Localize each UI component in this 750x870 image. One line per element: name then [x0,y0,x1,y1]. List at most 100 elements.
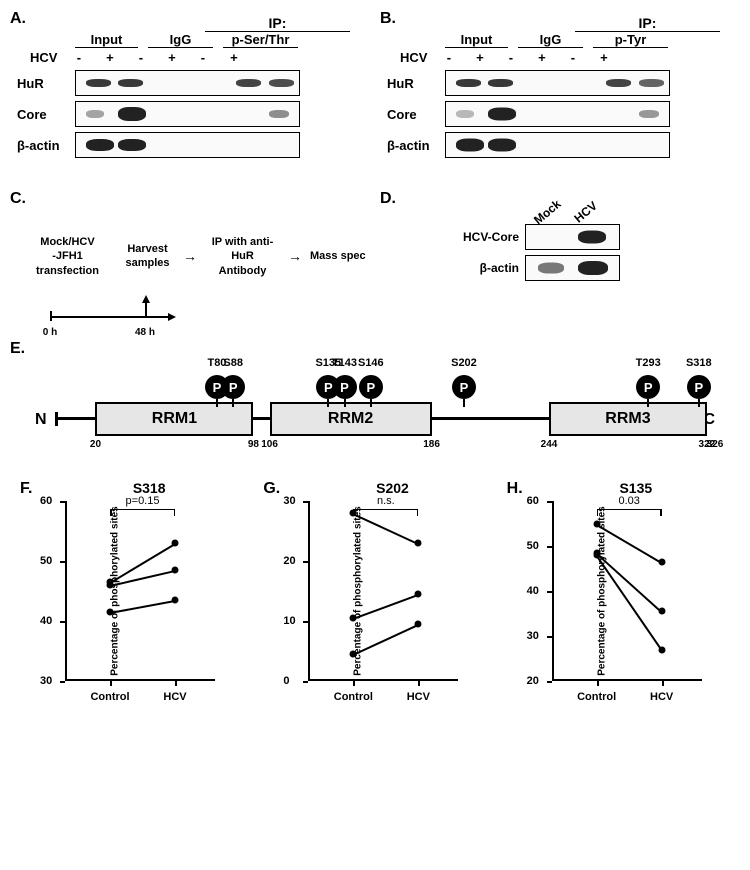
blot-rect [525,255,620,281]
pm-sign: + [592,50,615,65]
panel-e: E. N C RRM1RRM2RRM3PT80PS88PS135PT143PS1… [10,340,740,470]
data-point [415,621,422,628]
band [269,79,294,87]
blot-row: HCV-Core [460,224,740,250]
panel-b: B. IP: Input IgG p-Tyr HCV -+-+-+ HuRCor… [380,10,740,180]
band [269,110,289,118]
pm-sign: - [561,50,584,65]
y-tick-label: 40 [527,585,539,597]
plot-title: S318 [55,480,243,496]
significance-bar [597,509,662,515]
pm-signs-b: -+-+-+ [437,50,615,65]
band [488,108,516,121]
blot-rect [445,132,670,158]
panel-d-label: D. [380,190,396,208]
pm-sign: + [530,50,553,65]
band [118,79,143,87]
panel-d: D. Mock HCV HCV-Core β-actin [380,190,740,330]
pm-sign: - [67,50,90,65]
pm-sign: - [499,50,522,65]
band [456,79,481,87]
hcv-row-b: HCV -+-+-+ [445,50,740,65]
y-tick-label: 50 [40,555,52,567]
panel-h: H.S1352030405060ControlHCVPercentage of … [507,480,730,740]
y-tick-label: 20 [283,555,295,567]
y-tick-label: 30 [40,675,52,687]
domain-box: RRM1 [95,402,253,436]
column-headers: Input IgG p-Ser/Thr [75,32,370,48]
col-igg: IgG [148,32,213,48]
y-tick-label: 40 [40,615,52,627]
data-point [172,597,179,604]
blot-row-label: β-actin [387,138,445,153]
y-tick-label: 30 [527,630,539,642]
band [456,139,484,152]
data-point [658,646,665,653]
data-point [350,615,357,622]
phospho-icon: P [359,375,383,399]
d-headers: Mock HCV [532,205,740,219]
panel-a-label: A. [10,10,26,28]
blot-row: HuR [65,70,370,96]
blot-rect [75,101,300,127]
chart-area: 30405060ControlHCVPercentage of phosphor… [65,501,215,681]
blot-row-label: Core [17,107,75,122]
blot-row-label: β-actin [460,261,525,275]
pm-sign: - [129,50,152,65]
x-tick-label: HCV [407,691,430,703]
pm-sign: - [191,50,214,65]
phospho-label: T293 [636,357,661,369]
data-point [415,540,422,547]
phospho-icon: P [636,375,660,399]
phospho-icon: P [452,375,476,399]
position-label: 98 [248,439,259,450]
flow-step-2: IP with anti- HuR Antibody [205,235,280,278]
phospho-icon: P [333,375,357,399]
phospho-label: T143 [332,357,357,369]
arrow-icon: → [288,248,302,264]
tick-48h: 48 h [135,327,155,338]
data-point [172,540,179,547]
data-point [107,609,114,616]
band [118,139,146,151]
domain-box: RRM2 [270,402,432,436]
blot-rows-b: HuRCoreβ-actin [435,70,740,158]
blot-rect [75,132,300,158]
band [118,107,146,121]
significance-bar [353,509,418,515]
column-headers-b: Input IgG p-Tyr [445,32,740,48]
panel-b-label: B. [380,10,396,28]
x-tick-label: HCV [650,691,673,703]
col-input: Input [75,32,138,48]
plots-row: F.S31830405060ControlHCVPercentage of ph… [10,480,740,740]
figure: A. IP: Input IgG p-Ser/Thr HCV -+-+-+ Hu… [10,10,740,860]
significance-text: p=0.15 [126,495,160,507]
band [236,79,261,87]
arrow-icon: → [183,248,197,264]
y-tick-label: 30 [283,495,295,507]
band [86,139,114,151]
col-pserthr: p-Ser/Thr [223,32,298,48]
panel-e-label: E. [10,340,25,358]
flowchart-row: Mock/HCV -JFH1 transfection Harvest samp… [35,235,370,278]
blot-row-label: Core [387,107,445,122]
band [578,231,606,244]
blot-row-label: HCV-Core [460,230,525,244]
plot-title: S202 [298,480,486,496]
data-point [593,520,600,527]
blot-row: β-actin [460,255,740,281]
col-ptyr: p-Tyr [593,32,668,48]
x-tick-label: Control [577,691,616,703]
pm-sign: - [437,50,460,65]
y-tick-label: 50 [527,540,539,552]
band [639,110,659,118]
hcv-label: HCV [30,50,57,65]
data-point [350,651,357,658]
band [538,263,564,274]
data-point [658,608,665,615]
tick-0h: 0 h [43,327,57,338]
data-point [172,567,179,574]
position-label: 186 [423,439,440,450]
y-tick-label: 60 [527,495,539,507]
flow-step-0: Mock/HCV -JFH1 transfection [35,235,100,278]
